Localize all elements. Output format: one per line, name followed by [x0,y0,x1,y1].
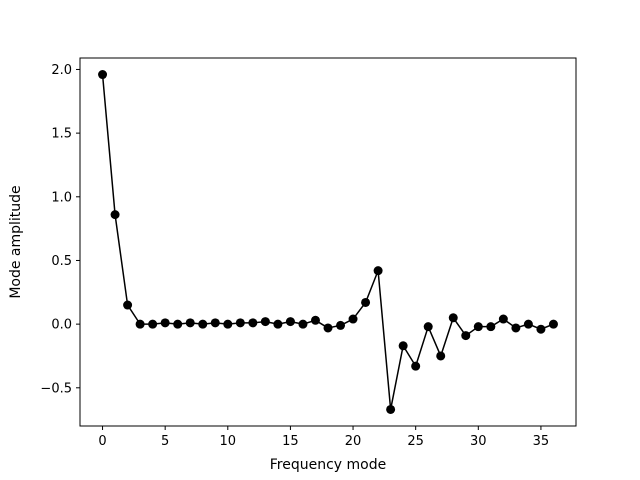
data-point [148,319,158,329]
x-tick-label: 30 [470,434,487,449]
plot-area [80,58,576,426]
data-point [386,404,396,414]
data-point [423,322,433,332]
y-axis-ticks: −0.5 0.0 0.5 1.0 1.5 2.0 [40,63,80,396]
x-tick-label: 35 [533,434,550,449]
x-tick-label: 20 [345,434,362,449]
data-point [336,320,346,330]
data-point [160,318,170,328]
data-point [110,210,120,220]
data-point [198,319,208,329]
data-point [235,318,245,328]
data-point [498,314,508,324]
data-point [273,319,283,329]
data-point [523,319,533,329]
x-axis-ticks: 0 5 10 15 20 25 30 35 [98,426,549,449]
data-point [210,318,220,328]
x-tick-label: 10 [220,434,237,449]
data-point [135,319,145,329]
data-point [123,300,133,310]
data-point [298,319,308,329]
x-tick-label: 0 [98,434,106,449]
data-point [285,317,295,327]
y-tick-label: −0.5 [40,381,72,396]
data-point [511,323,521,333]
data-point [448,313,458,323]
data-point [310,315,320,325]
y-tick-label: 1.5 [51,127,72,142]
data-point [361,297,371,307]
data-point [398,341,408,351]
data-point [348,314,358,324]
data-point [536,324,546,334]
y-tick-label: 0.5 [51,254,72,269]
data-point [436,351,446,361]
plot-frame [79,57,577,427]
x-tick-label: 15 [282,434,299,449]
data-point [185,318,195,328]
y-tick-label: 1.0 [51,190,72,205]
data-point [548,319,558,329]
data-point [248,318,258,328]
data-point [486,322,496,332]
x-axis-label: Frequency mode [270,457,386,473]
y-tick-label: 0.0 [51,318,72,333]
data-point [411,361,421,371]
data-series [98,70,558,414]
data-point [373,266,383,276]
y-axis-label: Mode amplitude [8,185,24,298]
data-point [223,319,233,329]
data-point [473,322,483,332]
data-point [98,70,108,80]
x-tick-label: 5 [161,434,169,449]
data-point [260,317,270,327]
data-point [323,323,333,333]
x-tick-label: 25 [407,434,424,449]
y-tick-label: 2.0 [51,63,72,78]
data-point [461,331,471,341]
data-point [173,319,183,329]
